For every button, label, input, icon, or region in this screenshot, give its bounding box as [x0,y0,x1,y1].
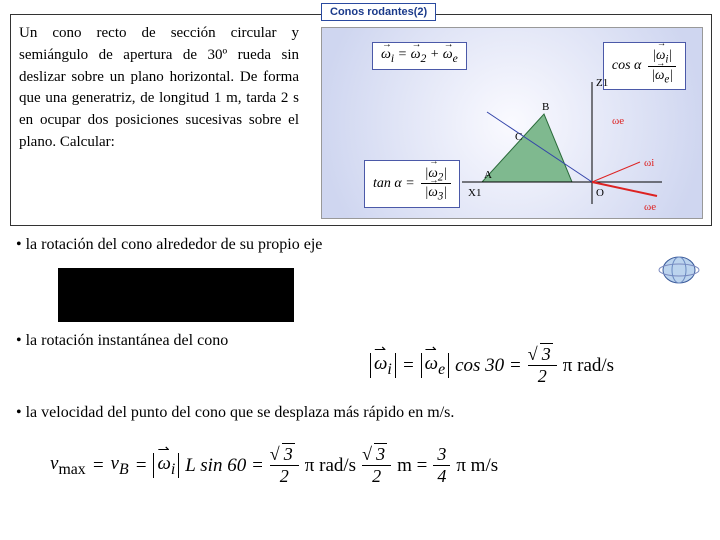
label-we-top: ωe [612,115,624,127]
label-we-bottom: ωe [644,201,656,213]
bullet-3: • la velocidad del punto del cono que se… [16,404,676,422]
cone-diagram: B C A X1 O Z1 ωe ωe ωi [462,74,662,214]
label-B: B [542,101,549,113]
label-Z1: Z1 [596,77,608,89]
problem-frame: Un cono recto de sección circular y semi… [10,14,712,226]
problem-statement: Un cono recto de sección circular y semi… [19,23,299,154]
diagram-area: ωi = ω2 + ωe cos α |ωi| |ωe| tan α = |ω2… [321,27,703,219]
label-O: O [596,187,604,199]
bullet-1: • la rotación del cono alrededor de su p… [16,236,336,254]
label-C: C [515,131,522,143]
title-badge: Conos rodantes(2) [321,3,436,21]
equation-tan-alpha: tan α = |ω2| |ω3| [364,160,460,208]
equation-omega-sum: ωi = ω2 + ωe [372,42,467,70]
globe-logo [656,252,702,288]
label-A: A [484,169,492,181]
formula-omega-i: ωi = ωe cos 30 = 3 2 π rad/s [370,344,614,387]
bullet-2: • la rotación instantánea del cono [16,332,336,350]
redacted-block [58,268,294,322]
label-wi: ωi [644,157,654,169]
label-X1: X1 [468,187,481,199]
formula-vmax: νmax = νB = ωi L sin 60 = 3 2 π rad/s 3 … [50,444,498,487]
